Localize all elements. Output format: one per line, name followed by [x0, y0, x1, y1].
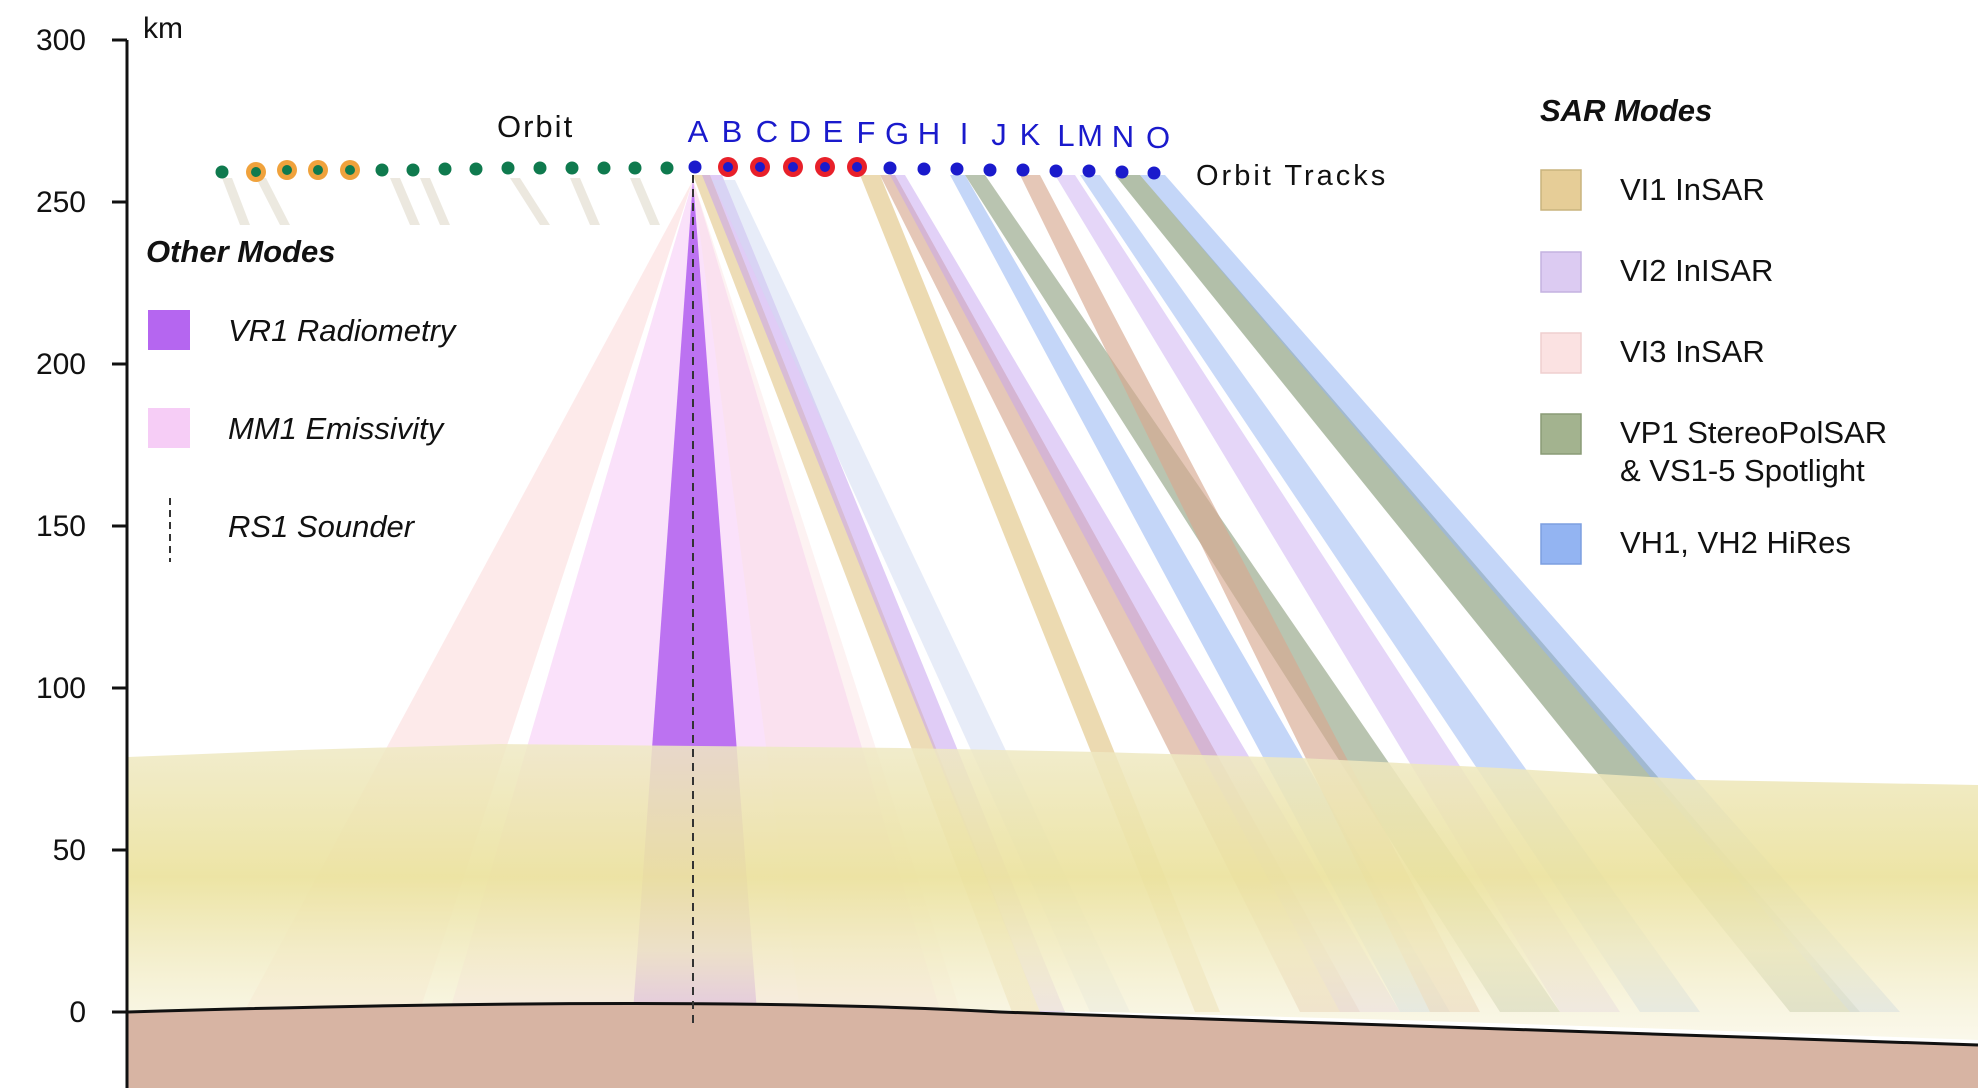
orbit-dot: [820, 162, 830, 172]
sar-modes-legend: SAR Modes VI1 InSAR VI2 InISAR VI3 InSAR…: [1540, 93, 1887, 565]
vp1-stereopolsar-swatch: [1540, 413, 1582, 455]
orbit-dot: [406, 163, 420, 177]
orbit-dot: [533, 161, 547, 175]
altitude-axis: 0 50 100 150 200 250 300 km: [36, 12, 183, 1088]
mm1-emissivity-label: MM1 Emissivity: [228, 411, 446, 446]
orbit-dot: [1049, 164, 1063, 178]
left-track-shadows: [222, 178, 660, 225]
orbit-dot: [983, 163, 997, 177]
track-letter: K: [1020, 117, 1041, 152]
track-letter: A: [688, 114, 709, 149]
orbit-dot: [788, 162, 798, 172]
axis-tick-label: 0: [69, 996, 86, 1029]
orbit-dot: [215, 165, 229, 179]
track-letter: O: [1146, 120, 1170, 155]
orbit-dot: [251, 167, 261, 177]
orbit-dot: [917, 162, 931, 176]
track-letter: N: [1112, 119, 1134, 154]
track-letter: H: [918, 116, 940, 151]
mm1-emissivity-swatch: [148, 408, 190, 448]
orbit-dot: [660, 161, 674, 175]
axis-unit-label: km: [143, 12, 183, 45]
axis-tick-label: 50: [53, 834, 86, 867]
track-letter: C: [756, 114, 778, 149]
other-modes-legend: Other Modes VR1 Radiometry MM1 Emissivit…: [146, 234, 458, 562]
orbit-dot: [375, 163, 389, 177]
orbit-dot: [1147, 166, 1161, 180]
vr1-radiometry-label: VR1 Radiometry: [228, 313, 458, 348]
orbit-tracks-label: Orbit Tracks: [1196, 160, 1388, 192]
vi1-insar-label: VI1 InSAR: [1620, 172, 1765, 207]
orbit-dot: [438, 162, 452, 176]
orbit-label: Orbit: [497, 109, 574, 144]
orbit-dot: [501, 161, 515, 175]
track-letter: E: [823, 114, 844, 149]
axis-tick-label: 100: [36, 672, 86, 705]
track-letter: L: [1057, 118, 1074, 153]
orbit-dot: [1115, 165, 1129, 179]
orbit-dot: [565, 161, 579, 175]
vh-hires-swatch: [1540, 523, 1582, 565]
vi3-insar-label: VI3 InSAR: [1620, 334, 1765, 369]
track-letter: M: [1077, 118, 1103, 153]
axis-tick-label: 250: [36, 186, 86, 219]
track-letter: G: [885, 116, 909, 151]
orbit-dot: [723, 162, 733, 172]
surface-line: [127, 1002, 1978, 1047]
orbit-dot: [688, 160, 702, 174]
atmosphere-layer: [128, 744, 1978, 1040]
orbit-dot: [313, 165, 323, 175]
vi3-insar-swatch: [1540, 332, 1582, 374]
orbit-dots: [215, 157, 1161, 182]
orbit-dot: [1082, 164, 1096, 178]
track-letter: B: [722, 114, 743, 149]
track-letter: J: [991, 117, 1007, 152]
vs-spotlight-label: & VS1-5 Spotlight: [1620, 453, 1865, 488]
orbit-dot: [755, 162, 765, 172]
orbit-dot: [282, 165, 292, 175]
rs1-sounder-label: RS1 Sounder: [228, 509, 416, 544]
vi2-insar-swatch: [1540, 251, 1582, 293]
track-letter: I: [960, 116, 969, 151]
vi1-insar-swatch: [1540, 169, 1582, 211]
sar-modes-title: SAR Modes: [1540, 93, 1712, 128]
track-letter: D: [789, 114, 811, 149]
orbit-dot: [469, 162, 483, 176]
orbit-dot: [852, 162, 862, 172]
track-letter: F: [857, 115, 876, 150]
orbit-dot: [950, 162, 964, 176]
venus-surface: [128, 1003, 1978, 1088]
axis-tick-label: 200: [36, 348, 86, 381]
orbit-dot: [628, 161, 642, 175]
orbit-dot: [597, 161, 611, 175]
vp1-stereopolsar-label: VP1 StereoPolSAR: [1620, 415, 1887, 450]
other-modes-title: Other Modes: [146, 234, 335, 269]
vh-hires-label: VH1, VH2 HiRes: [1620, 525, 1851, 560]
vr1-radiometry-swatch: [148, 310, 190, 350]
orbit-dot: [345, 165, 355, 175]
axis-tick-label: 300: [36, 24, 86, 57]
axis-tick-label: 150: [36, 510, 86, 543]
orbit-dot: [1016, 163, 1030, 177]
vi2-insar-label: VI2 InISAR: [1620, 253, 1773, 288]
orbit-dot: [883, 161, 897, 175]
